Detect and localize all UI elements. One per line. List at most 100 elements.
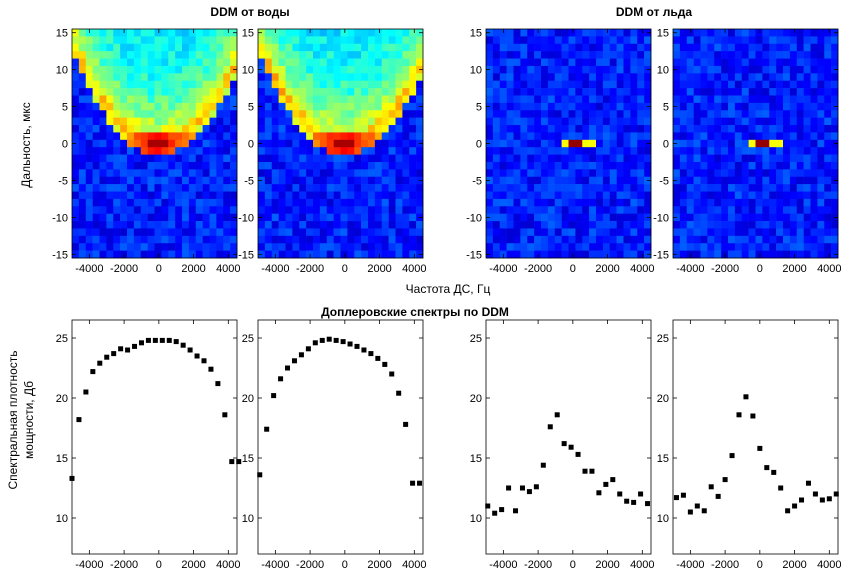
data-point [729, 453, 735, 459]
x-tick-label: 0 [757, 559, 763, 571]
data-point [368, 351, 374, 357]
data-point [680, 492, 686, 498]
panel-ddm-ice-1: -4000 -2000 0 2000 4000 -15 -10 -5 0 5 10 15 [466, 28, 654, 275]
data-point [722, 477, 728, 483]
data-point [132, 343, 138, 349]
data-point [326, 336, 332, 342]
data-point [361, 347, 367, 353]
panel-spectrum-ice-2: -4000 -2000 0 2000 4000 10 15 20 25 [657, 319, 842, 571]
data-point [673, 495, 679, 501]
data-point [568, 444, 574, 450]
data-point [792, 503, 798, 509]
x-tick-label: -4000 [75, 263, 103, 275]
data-point [410, 480, 416, 486]
data-point [736, 412, 742, 418]
x-tick-label: 4000 [402, 559, 426, 571]
data-point [492, 510, 498, 516]
data-point [617, 491, 623, 497]
y-tick-label: 25 [242, 333, 254, 345]
data-point [575, 451, 581, 457]
data-point [485, 503, 491, 509]
data-point [312, 340, 318, 346]
data-point [145, 337, 151, 343]
y-tick-label: 10 [242, 65, 254, 77]
y-tick-label: -10 [653, 212, 669, 224]
x-tick-label: 4000 [216, 263, 240, 275]
data-point [833, 491, 839, 497]
x-tick-label: 2000 [782, 263, 806, 275]
x-tick-label: 4000 [630, 559, 654, 571]
data-point [319, 337, 325, 343]
data-point [159, 337, 165, 343]
y-tick-label: 20 [242, 393, 254, 405]
y-tick-label: 10 [56, 513, 68, 525]
heatmap-cells [72, 29, 238, 259]
x-tick-label: 4000 [817, 559, 841, 571]
data-point [340, 339, 346, 345]
y-tick-label: 10 [242, 513, 254, 525]
y-tick-label: 15 [56, 453, 68, 465]
ddm-x-label: Частота ДС, Гц [406, 282, 491, 296]
data-point [526, 489, 532, 495]
y-tick-label: 20 [56, 393, 68, 405]
x-tick-label: -4000 [676, 263, 704, 275]
x-tick-label: -2000 [296, 559, 324, 571]
data-point [271, 393, 277, 399]
axes-frame [71, 319, 238, 555]
data-point [750, 413, 756, 419]
y-tick-label: 15 [657, 28, 669, 40]
y-tick-label: -5 [58, 175, 68, 187]
x-tick-label: 0 [342, 559, 348, 571]
data-point [305, 346, 311, 352]
ddm-y-label: Дальность, мкс [19, 102, 33, 187]
x-tick-label: 4000 [216, 559, 240, 571]
data-point [236, 459, 242, 465]
y-tick-label: 5 [248, 102, 254, 114]
axes-frame [672, 319, 839, 555]
data-point [76, 417, 82, 423]
data-point [201, 358, 207, 364]
data-point [278, 376, 284, 382]
data-point [285, 365, 291, 371]
data-point [603, 481, 609, 487]
y-tick-label: 15 [56, 28, 68, 40]
data-point [396, 390, 402, 396]
y-tick-label: 15 [470, 28, 482, 40]
data-point [582, 468, 588, 474]
data-point [513, 508, 519, 514]
x-tick-label: 0 [757, 263, 763, 275]
data-point [638, 491, 644, 497]
x-tick-label: 2000 [367, 559, 391, 571]
data-point [152, 337, 158, 343]
x-tick-label: -2000 [524, 263, 552, 275]
panel-spectrum-water-1: -4000 -2000 0 2000 4000 10 15 20 25 [56, 319, 242, 571]
data-point [764, 465, 770, 471]
x-tick-label: 0 [156, 263, 162, 275]
y-tick-label: 5 [62, 102, 68, 114]
data-point [222, 412, 228, 418]
y-tick-label: 15 [242, 453, 254, 465]
panel-ddm-ice-2: -4000 -2000 0 2000 4000 -15 -10 -5 0 5 10 15 [653, 28, 841, 275]
data-point [547, 424, 553, 430]
data-point [610, 477, 616, 483]
y-tick-label: -10 [238, 212, 254, 224]
x-tick-label: 2000 [181, 559, 205, 571]
y-tick-label: 0 [663, 139, 669, 151]
data-point [554, 412, 560, 418]
spectrum-y-label-2: мощности, Дб [22, 381, 36, 459]
data-point [499, 507, 505, 513]
x-tick-label: 4000 [817, 263, 841, 275]
y-tick-label: 15 [657, 453, 669, 465]
data-point [333, 337, 339, 343]
title-ice: DDM от льда [616, 5, 693, 19]
data-point [799, 497, 805, 503]
y-tick-label: 10 [470, 513, 482, 525]
spectrum-y-label-1: Спектральная плотность [6, 350, 20, 489]
data-point [125, 347, 131, 353]
panel-spectrum-water-2: -4000 -2000 0 2000 4000 10 15 20 25 [242, 319, 427, 571]
x-tick-label: 4000 [630, 263, 654, 275]
data-point [785, 508, 791, 514]
data-point [743, 394, 749, 400]
data-point [561, 441, 567, 447]
